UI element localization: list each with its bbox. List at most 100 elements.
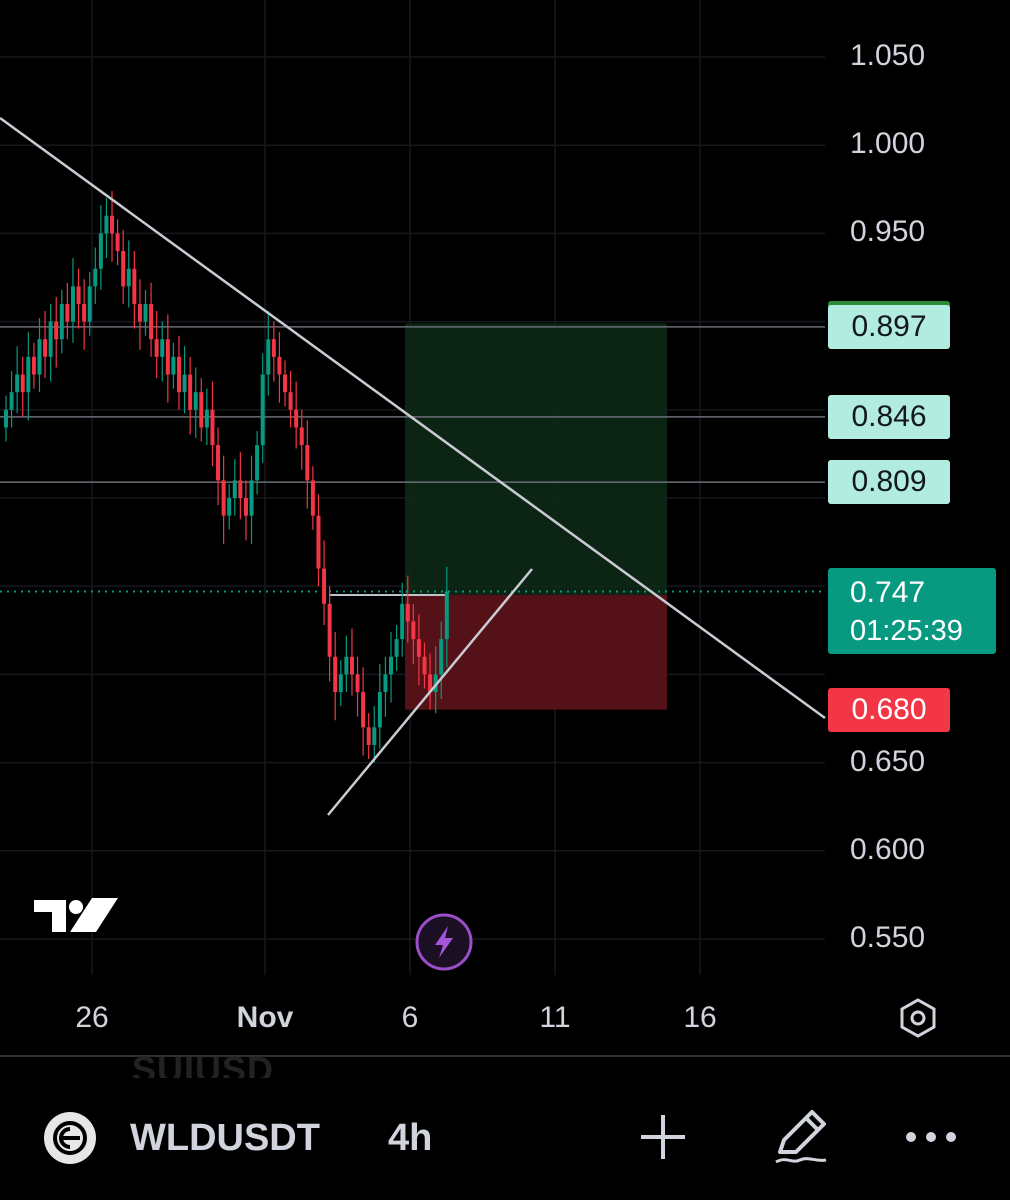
candle-body [327,603,332,657]
candle-body [389,656,394,675]
pencil-icon [775,1110,827,1164]
price-badge: 0.846 [828,394,950,439]
candle-body [204,409,209,428]
candle-body [439,639,444,675]
candle-body [9,392,14,410]
candle-body [361,692,366,728]
plus-icon [641,1115,685,1159]
candle-body [54,321,59,340]
more-button[interactable] [896,1102,966,1172]
candle-body [121,251,126,287]
descending-trendline [0,116,826,720]
candle-body [93,268,98,287]
candle-body [37,339,42,375]
candle-body [59,303,64,340]
interval-selector[interactable]: 4h [388,1117,433,1159]
candle-body [199,392,204,428]
add-button[interactable] [628,1102,698,1172]
candle-body [333,656,338,693]
y-tick-label: 1.050 [850,39,926,72]
candle-body [154,339,159,357]
candle-body [444,591,449,640]
price-badge: 0.809 [828,460,950,505]
candle-body [165,339,170,375]
candle-body [193,392,198,410]
worldcoin-icon[interactable] [44,1112,96,1164]
candle-body [372,727,377,745]
y-tick-label: 0.650 [850,744,926,778]
candle-body [383,674,388,693]
current-price: 0.747 [850,576,926,609]
candle-body [238,480,243,498]
candle-countdown: 01:25:39 [850,615,963,647]
price-badge: 0.897 [828,304,950,349]
trendlines [0,116,826,816]
candle-body [110,215,115,234]
candle-body [15,374,20,393]
candle-body [338,674,343,693]
candle-body [322,568,327,604]
hexagon-settings-icon [900,998,936,1038]
candle-body [271,339,276,357]
position-zones [405,323,667,710]
candle-body [249,480,254,516]
candle-body [344,656,349,675]
lightning-icon[interactable] [414,912,474,972]
candle-body [43,339,48,357]
candle-body [182,374,187,393]
candle-body [349,656,354,675]
candle-body [428,674,433,693]
candle-body [115,233,120,252]
x-tick-label: 16 [683,1001,717,1034]
candle-body [305,445,310,481]
y-tick-label: 0.550 [850,921,926,954]
ascending-trendline [327,568,533,816]
candle-body [416,639,421,657]
candle-body [405,603,410,622]
candle-body [283,374,287,393]
candle-body [4,409,8,428]
candle-body [76,286,81,304]
candle-body [232,480,237,498]
x-tick-label: 11 [539,1001,571,1034]
candle-body [216,445,221,481]
candle-body [98,233,103,269]
candlesticks [4,191,449,763]
candle-body [132,268,137,304]
candle-body [299,427,304,446]
candle-body [104,215,109,234]
candle-body [227,498,232,516]
candle-body [20,374,25,393]
more-icon [906,1132,956,1142]
candle-body [221,480,226,516]
chart-settings-button[interactable] [894,996,942,1040]
current-price-badge: 0.747 01:25:39 [828,568,996,654]
candle-body [277,356,282,375]
candle-body [355,674,360,693]
candle-body [31,356,36,375]
candle-body [394,639,399,657]
candle-body [87,286,92,322]
drawing-tools-button[interactable] [766,1102,836,1172]
ghost-symbol-text: SUIUSD [132,1049,275,1078]
price-chart[interactable] [0,0,1010,1060]
bottom-toolbar: WLDUSDT 4h [0,1080,1010,1200]
price-badge: 0.680 [828,687,950,732]
symbol-name[interactable]: WLDUSDT [130,1117,320,1159]
candle-body [82,303,87,322]
candle-body [70,286,75,322]
candle-body [26,356,31,393]
candle-body [310,480,315,516]
target-zone [405,323,667,596]
candle-body [400,603,405,640]
candle-body [48,321,53,357]
y-tick-label: 0.950 [850,215,926,249]
candle-body [143,303,148,322]
candle-body [243,498,248,516]
candle-body [137,303,142,322]
x-tick-label: 26 [75,1001,109,1034]
candle-body [294,409,299,428]
y-tick-label: 1.000 [850,127,926,161]
y-tick-label: 0.600 [850,832,926,866]
tradingview-logo [34,898,118,932]
